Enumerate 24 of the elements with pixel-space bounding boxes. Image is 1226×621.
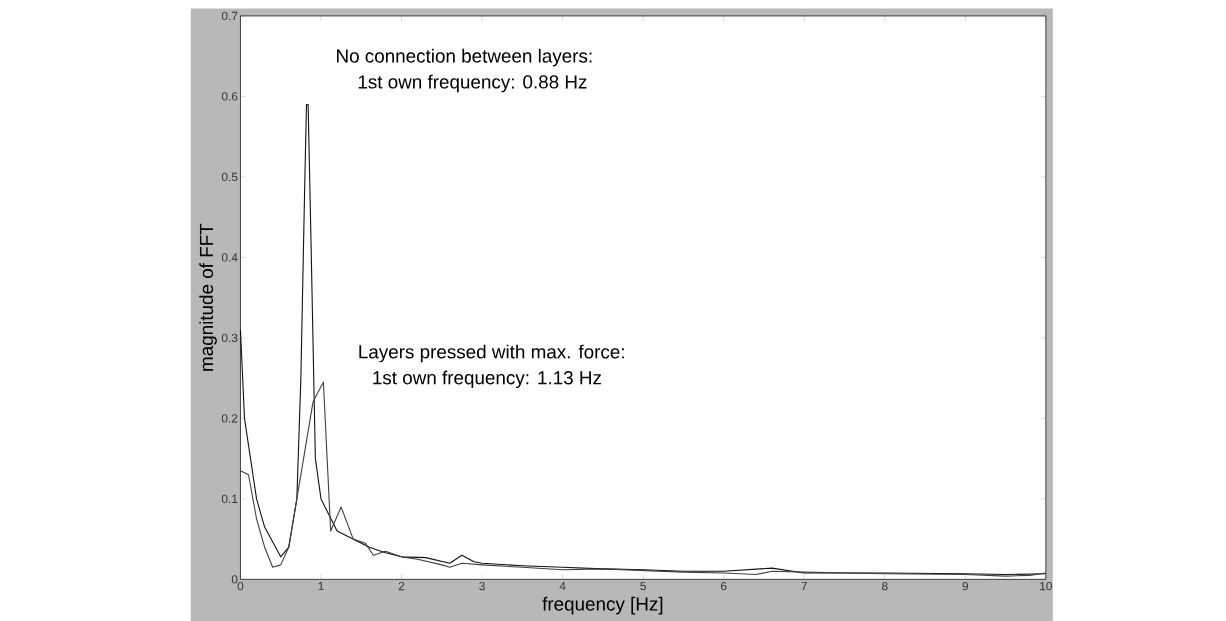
x-tick-label: 4	[559, 581, 566, 590]
x-tick-label: 8	[881, 581, 888, 591]
y-tick-label: 0.3	[221, 333, 238, 342]
annotation: 1st own frequency: 1.13 Hz	[373, 370, 601, 389]
y-tick-label: 0.1	[221, 494, 238, 503]
annotation: No connection between layers:	[337, 48, 592, 67]
y-tick-label: 0.7	[221, 11, 238, 21]
x-tick-label: 9	[962, 581, 969, 591]
x-tick-label: 5	[640, 581, 646, 591]
x-tick-label: 2	[398, 581, 405, 591]
x-tick-label: 7	[801, 581, 807, 590]
y-tick-label: 0.6	[221, 92, 238, 101]
y-axis-title: magnitude of FFT	[199, 223, 217, 371]
y-tick-label: 0.2	[221, 414, 238, 423]
x-axis-title: frequency [Hz]	[542, 596, 663, 615]
annotation: 1st own frequency: 0.88 Hz	[358, 74, 587, 93]
x-tick-label: 1	[318, 581, 324, 590]
x-tick-label: 10	[1040, 581, 1052, 591]
y-tick-label: 0	[231, 575, 238, 584]
x-tick-label: 3	[479, 581, 485, 591]
y-tick-label: 0.4	[221, 253, 238, 262]
y-tick-label: 0.5	[221, 172, 238, 182]
x-tick-label: 6	[720, 581, 727, 591]
annotation: Layers pressed with max. force:	[359, 344, 624, 363]
